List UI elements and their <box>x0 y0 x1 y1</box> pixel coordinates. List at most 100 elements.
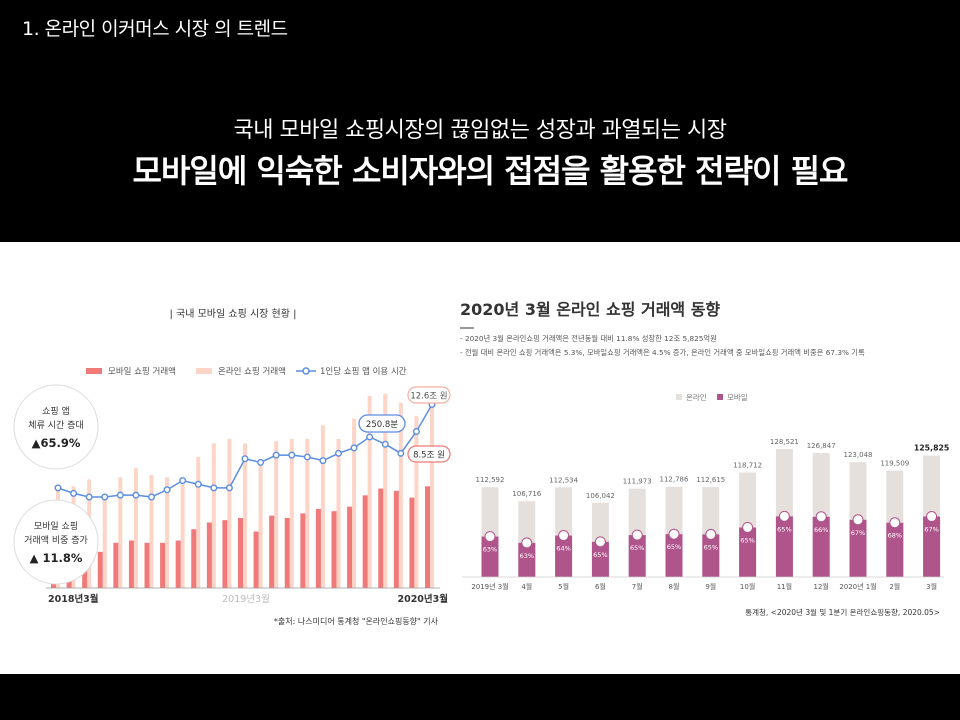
slide-title: 1. 온라인 이커머스 시장 의 트렌드 <box>22 18 288 40</box>
note-2: - 전월 대비 온라인 쇼핑 거래액은 5.3%, 모바일쇼핑 거래액은 4.5… <box>460 348 865 357</box>
headline-subtitle: 국내 모바일 쇼핑시장의 끊임없는 성장과 과열되는 시장 <box>233 118 727 143</box>
share-label: 63% <box>520 552 534 560</box>
share-label: 65% <box>740 536 754 544</box>
online-bar <box>430 393 434 588</box>
app-time-point <box>101 493 109 501</box>
share-label: 65% <box>593 551 607 559</box>
share-label: 64% <box>556 545 570 553</box>
mobile-bar <box>315 508 321 588</box>
category-label: 2020년 1월 <box>839 582 876 591</box>
content-panel: | 국내 모바일 쇼핑 시장 현황 | 모바일 쇼핑 거래액 온라인 쇼핑 거래… <box>0 242 960 674</box>
mobile-bar <box>425 486 430 588</box>
value-label: 123,048 <box>844 451 873 459</box>
mobile-bar <box>812 516 830 577</box>
mobile-bar <box>347 506 353 588</box>
mobile-bar <box>269 515 275 588</box>
share-marker <box>558 530 570 542</box>
mobile-bar <box>362 495 368 588</box>
category-label: 2월 <box>889 582 900 591</box>
mobile-bar <box>923 516 941 577</box>
value-label: 111,973 <box>623 478 652 486</box>
share-label: 65% <box>777 525 791 533</box>
legend-online-r: 온라인 <box>686 392 707 402</box>
mobile-bar <box>393 490 399 588</box>
share-label: 67% <box>851 529 865 537</box>
annotation-online-total: 12.6조 원 <box>407 386 451 404</box>
category-label: 12월 <box>814 582 829 591</box>
mobile-bar <box>849 519 867 577</box>
online-bar <box>383 393 388 588</box>
app-time-point <box>381 440 389 448</box>
online-bar <box>149 475 154 588</box>
online-bar <box>289 438 294 588</box>
app-time-point <box>54 484 62 492</box>
online-bar <box>320 425 325 588</box>
svg-text:▲65.9%: ▲65.9% <box>32 436 81 450</box>
online-bar <box>180 484 185 588</box>
share-marker <box>631 529 643 541</box>
left-line-series <box>54 401 436 501</box>
mobile-bar <box>591 541 609 577</box>
share-marker <box>852 514 864 526</box>
online-bar <box>414 416 419 588</box>
mobile-bar <box>775 516 793 577</box>
svg-text:쇼핑 앱: 쇼핑 앱 <box>42 405 70 417</box>
category-label: 10월 <box>740 582 755 591</box>
svg-text:250.8분: 250.8분 <box>366 420 398 430</box>
app-time-point <box>132 491 140 499</box>
online-bar <box>227 438 232 588</box>
legend-mobile: 모바일 쇼핑 거래액 <box>108 366 176 377</box>
online-bar <box>133 468 138 588</box>
category-label: 2019년 3월 <box>471 582 508 591</box>
mobile-bar <box>113 542 119 588</box>
x-label-2019-03: 2019년3월 <box>222 593 270 605</box>
app-time-point <box>272 451 280 459</box>
share-marker <box>668 528 680 540</box>
mobile-bar <box>409 497 415 588</box>
left-bars <box>51 393 434 588</box>
online-bar <box>352 418 357 588</box>
right-legend: 온라인 모바일 <box>676 392 748 402</box>
mobile-bar <box>284 517 290 588</box>
share-label: 67% <box>924 526 938 534</box>
annotation-app-time: 250.8분 <box>358 414 406 433</box>
online-bar <box>258 461 263 588</box>
app-time-point <box>116 491 124 499</box>
share-marker <box>521 537 533 549</box>
legend-swatch-mobile-r <box>717 394 723 400</box>
share-label: 65% <box>667 543 681 551</box>
right-bars: 63% 112,592 2019년 3월 63% 106,716 4월 64% 112,534… <box>471 438 949 591</box>
legend-swatch-online <box>196 368 212 374</box>
category-label: 11월 <box>777 582 792 591</box>
legend-swatch-mobile <box>86 368 102 374</box>
app-time-point <box>366 433 374 441</box>
app-time-point <box>147 493 155 501</box>
share-label: 66% <box>814 526 828 534</box>
value-label: 112,592 <box>476 476 505 484</box>
mobile-bar <box>739 527 757 577</box>
share-marker <box>815 511 827 523</box>
value-label: 106,042 <box>586 492 615 500</box>
app-time-point <box>210 484 218 492</box>
legend-online: 온라인 쇼핑 거래액 <box>218 366 286 377</box>
mobile-bar <box>300 513 306 588</box>
share-marker <box>484 531 496 543</box>
mobile-bar <box>253 531 259 588</box>
mobile-bar <box>128 540 134 588</box>
left-chart-title: | 국내 모바일 쇼핑 시장 현황 | <box>169 308 296 320</box>
app-time-point <box>225 484 233 492</box>
category-label: 5월 <box>558 582 569 591</box>
share-marker <box>778 510 790 522</box>
mobile-bar <box>886 522 904 577</box>
app-time-point <box>257 458 265 466</box>
svg-text:모바일 쇼핑: 모바일 쇼핑 <box>34 521 78 532</box>
value-label: 126,847 <box>807 442 836 450</box>
online-bar <box>196 456 201 588</box>
online-bar <box>274 441 279 588</box>
mobile-bar <box>628 535 646 577</box>
online-bar <box>243 443 247 588</box>
online-shopping-chart: 2020년 3월 온라인 쇼핑 거래액 동향 - 2020년 3월 온라인쇼핑 … <box>460 300 949 617</box>
app-time-point <box>194 480 202 488</box>
callout-app-time: 쇼핑 앱 체류 시간 증대 ▲65.9% <box>13 384 99 470</box>
annotation-mobile-total: 8.5조 원 <box>407 445 451 463</box>
